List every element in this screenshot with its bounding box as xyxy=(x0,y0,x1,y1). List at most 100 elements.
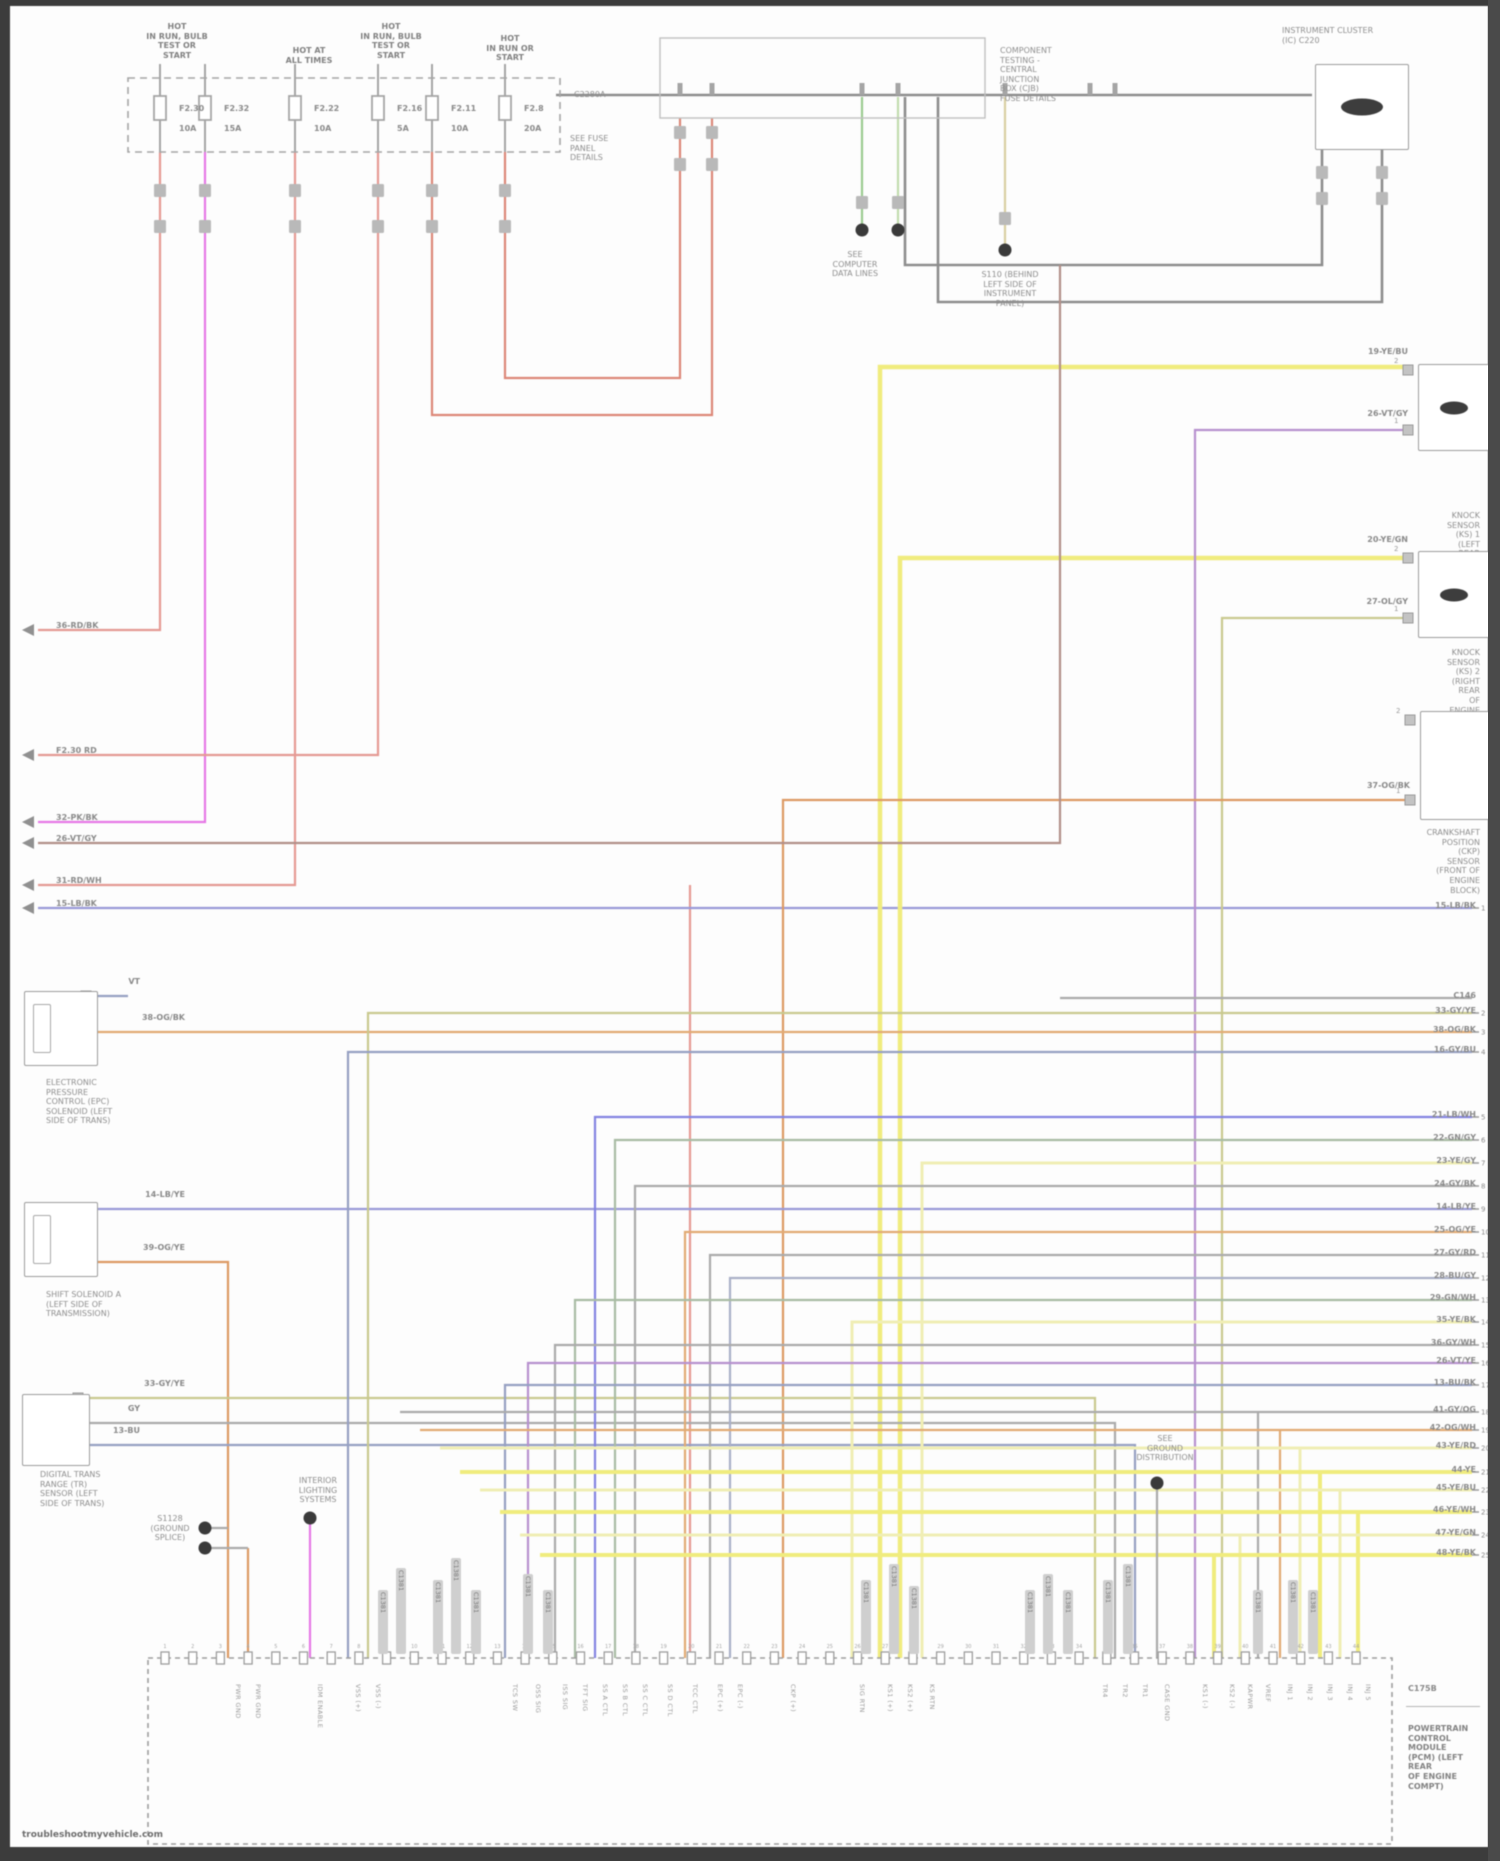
wire-OL-32 xyxy=(366,1011,1472,1658)
right-exit-label-8: 24-GY/BK xyxy=(1434,1179,1476,1188)
ckp-pin-1 xyxy=(1404,794,1416,806)
pcm-top-connector-label-1: C1381 xyxy=(396,1568,406,1654)
pcm-pin-40 xyxy=(1240,1651,1250,1665)
pcm-top-connector-label-4: C1381 xyxy=(471,1590,481,1654)
pcm-pin-6 xyxy=(298,1651,309,1665)
pcm-signal-label-20: KS RTN xyxy=(928,1684,936,1710)
inline-connector-8 xyxy=(426,184,438,197)
inline-connector-2 xyxy=(199,184,211,197)
epc-wire-label-1: 38-OG/BK xyxy=(141,1013,185,1022)
pcm-pin-17 xyxy=(603,1651,613,1665)
component-ckp xyxy=(1420,711,1490,820)
fuse-panel-side-label-1: SEE FUSE PANEL DETAILS xyxy=(570,134,609,163)
right-exit-pin-14: 14 xyxy=(1481,1319,1488,1327)
pcm-signal-label-6: OSS SIG xyxy=(534,1684,542,1714)
right-exit-pin-11: 11 xyxy=(1481,1252,1488,1260)
pcm-signal-label-16: CKP (+) xyxy=(789,1684,797,1713)
tr-label: DIGITAL TRANS RANGE (TR) SENSOR (LEFT SI… xyxy=(40,1470,105,1508)
pcm-pin-7 xyxy=(326,1651,336,1665)
pcm-pin-number-38: 38 xyxy=(1187,1644,1193,1650)
right-exit-pin-4: 4 xyxy=(1481,1049,1486,1057)
wire-RD2-6 xyxy=(503,118,682,380)
pcm-signal-label-30: INJ 2 xyxy=(1306,1684,1314,1701)
fuse-header-label-2: HOT IN RUN, BULB TEST OR START xyxy=(360,22,422,60)
pcm-signal-label-9: SS A CTL xyxy=(601,1684,609,1717)
pcm-top-connector-label-12: C1381 xyxy=(1063,1590,1073,1654)
pcm-pin-number-34: 34 xyxy=(1076,1644,1082,1650)
right-exit-label-2: 33-GY/YE xyxy=(1435,1006,1476,1015)
wire-YEp-36 xyxy=(920,1161,1472,1658)
pcm-signal-label-3: VSS (+) xyxy=(354,1684,362,1713)
left-exit-label-3: 26-VT/GY xyxy=(56,834,97,843)
fuse-amp-5: 20A xyxy=(524,124,542,133)
pcm-pin-number-3: 3 xyxy=(219,1644,222,1650)
watermark: troubleshootmyvehicle.com xyxy=(22,1830,163,1840)
inline-connector-3 xyxy=(199,220,211,233)
pcm-top-connector-label-7: C1381 xyxy=(861,1580,871,1654)
wire-PU-44 xyxy=(526,1361,1472,1658)
inline-connector-7 xyxy=(372,220,384,233)
right-exit-label-10: 25-OG/YE xyxy=(1434,1225,1476,1234)
fuse-symbol-F2.16 xyxy=(371,95,385,121)
right-exit-pin-21: 21 xyxy=(1481,1469,1488,1477)
pcm-signal-label-18: KS1 (+) xyxy=(886,1684,894,1712)
wire-GYD-10 xyxy=(936,97,1384,304)
wire-GY-37 xyxy=(633,1184,1472,1658)
fuse-symbol-F2.11 xyxy=(425,95,439,121)
pcm-pin-number-36: 36 xyxy=(1131,1644,1137,1650)
pcm-pin-number-19: 19 xyxy=(660,1644,666,1650)
pcm-signal-label-13: TCC CTL xyxy=(691,1684,699,1714)
pcm-pin-number-8: 8 xyxy=(357,1644,360,1650)
bus-pin xyxy=(895,83,901,95)
pcm-pin-30 xyxy=(963,1651,973,1665)
fuse-amp-1: 15A xyxy=(224,124,242,133)
pcm-pin-41 xyxy=(1268,1651,1278,1665)
ks2-pin-1 xyxy=(1402,612,1414,624)
pcm-pin-number-22: 22 xyxy=(744,1644,750,1650)
right-exit-pin-3: 3 xyxy=(1481,1029,1485,1037)
left-exit-arrow-3 xyxy=(22,837,34,849)
fuse-name-3: F2.16 xyxy=(397,104,423,113)
pcm-pin-5 xyxy=(271,1651,281,1665)
wire-layer: 1234567891011121314151617181920212223242… xyxy=(22,37,1488,1845)
right-exit-pin-18: 18 xyxy=(1481,1409,1488,1417)
ks1-pin-0 xyxy=(1402,364,1414,376)
right-exit-pin-9: 9 xyxy=(1481,1206,1485,1214)
pcm-pin-29 xyxy=(935,1651,946,1665)
pcm-pin-number-31: 31 xyxy=(993,1644,999,1650)
wire-GYD-9 xyxy=(903,97,1324,267)
splice-dot-2 xyxy=(998,243,1012,257)
ks1-pin-num-0: 2 xyxy=(1394,357,1398,365)
wire-OL-26 xyxy=(78,1396,1097,1658)
pcm-pin-24 xyxy=(797,1651,807,1665)
pcm-signal-label-24: CASE GND xyxy=(1163,1684,1171,1722)
wire-YE-15 xyxy=(897,555,1408,1658)
splice-dot-6 xyxy=(1150,1476,1164,1490)
pcm-top-connector-label-11: C1381 xyxy=(1043,1574,1053,1654)
ks2-oval-symbol xyxy=(1440,588,1468,601)
pcm-pin-39 xyxy=(1212,1651,1223,1665)
right-exit-label-14: 35-YE/BK xyxy=(1436,1315,1476,1324)
fuse-name-2: F2.22 xyxy=(314,104,340,113)
right-exit-pin-23: 23 xyxy=(1481,1509,1488,1517)
wire-OR2-38 xyxy=(683,1230,1472,1658)
right-exit-label-4: 16-GY/BU xyxy=(1433,1045,1476,1054)
pcm-pin-25 xyxy=(825,1651,835,1665)
ckp-pin-num-0: 2 xyxy=(1396,707,1400,715)
inline-connector-10 xyxy=(499,184,511,197)
pcm-pin-20 xyxy=(686,1651,696,1665)
pcm-signal-label-31: INJ 3 xyxy=(1326,1684,1334,1701)
pcm-pin-number-5: 5 xyxy=(274,1644,277,1650)
tr-wire-label-1: GY xyxy=(127,1404,140,1413)
pcm-signal-label-29: INJ 1 xyxy=(1286,1684,1294,1701)
fuse-name-1: F2.32 xyxy=(224,104,250,113)
ssa-label: SHIFT SOLENOID A (LEFT SIDE OF TRANSMISS… xyxy=(46,1290,122,1319)
pcm-pin-number-20: 20 xyxy=(688,1644,694,1650)
right-exit-pin-8: 8 xyxy=(1481,1183,1485,1191)
right-exit-pin-7: 7 xyxy=(1481,1160,1485,1168)
inline-connector-15 xyxy=(706,158,718,171)
pcm-pin-16 xyxy=(575,1651,586,1665)
right-exit-label-17: 13-BU/BK xyxy=(1433,1378,1476,1387)
pcm-pin-number-41: 41 xyxy=(1270,1644,1276,1650)
